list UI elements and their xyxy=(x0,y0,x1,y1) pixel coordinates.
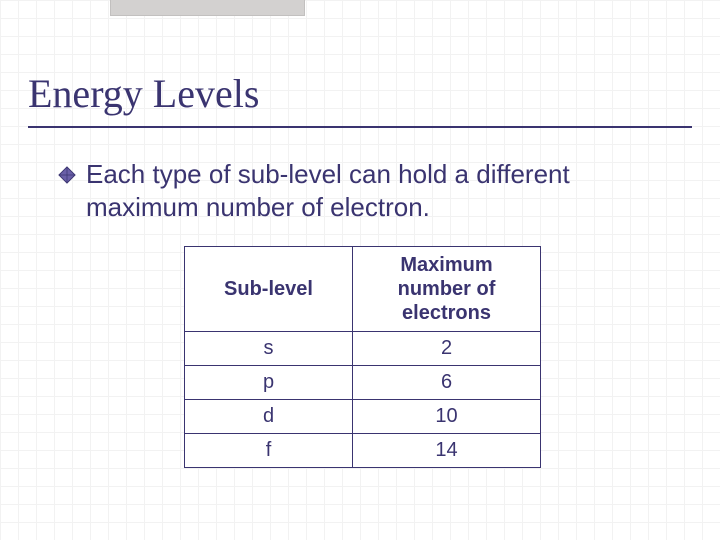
sublevel-table: Sub-level Maximum number of electrons s … xyxy=(184,246,541,468)
bullet-item: Each type of sub-level can hold a differ… xyxy=(58,158,678,225)
table-row: p 6 xyxy=(185,366,541,400)
body-area: Each type of sub-level can hold a differ… xyxy=(58,158,678,225)
table-cell: d xyxy=(185,400,353,434)
top-decorative-bar xyxy=(110,0,305,16)
table-cell: 2 xyxy=(353,332,541,366)
bullet-text: Each type of sub-level can hold a differ… xyxy=(86,158,678,225)
table-cell: 14 xyxy=(353,434,541,468)
table-cell: f xyxy=(185,434,353,468)
table-row: f 14 xyxy=(185,434,541,468)
table-header-row: Sub-level Maximum number of electrons xyxy=(185,247,541,332)
table-row: d 10 xyxy=(185,400,541,434)
table-row: s 2 xyxy=(185,332,541,366)
table-cell: 6 xyxy=(353,366,541,400)
table-cell: s xyxy=(185,332,353,366)
diamond-bullet-icon xyxy=(58,166,76,184)
table-header-sublevel: Sub-level xyxy=(185,247,353,332)
table-cell: 10 xyxy=(353,400,541,434)
table-cell: p xyxy=(185,366,353,400)
title-underline xyxy=(28,126,692,128)
slide-title: Energy Levels xyxy=(28,70,259,117)
table-header-max: Maximum number of electrons xyxy=(353,247,541,332)
